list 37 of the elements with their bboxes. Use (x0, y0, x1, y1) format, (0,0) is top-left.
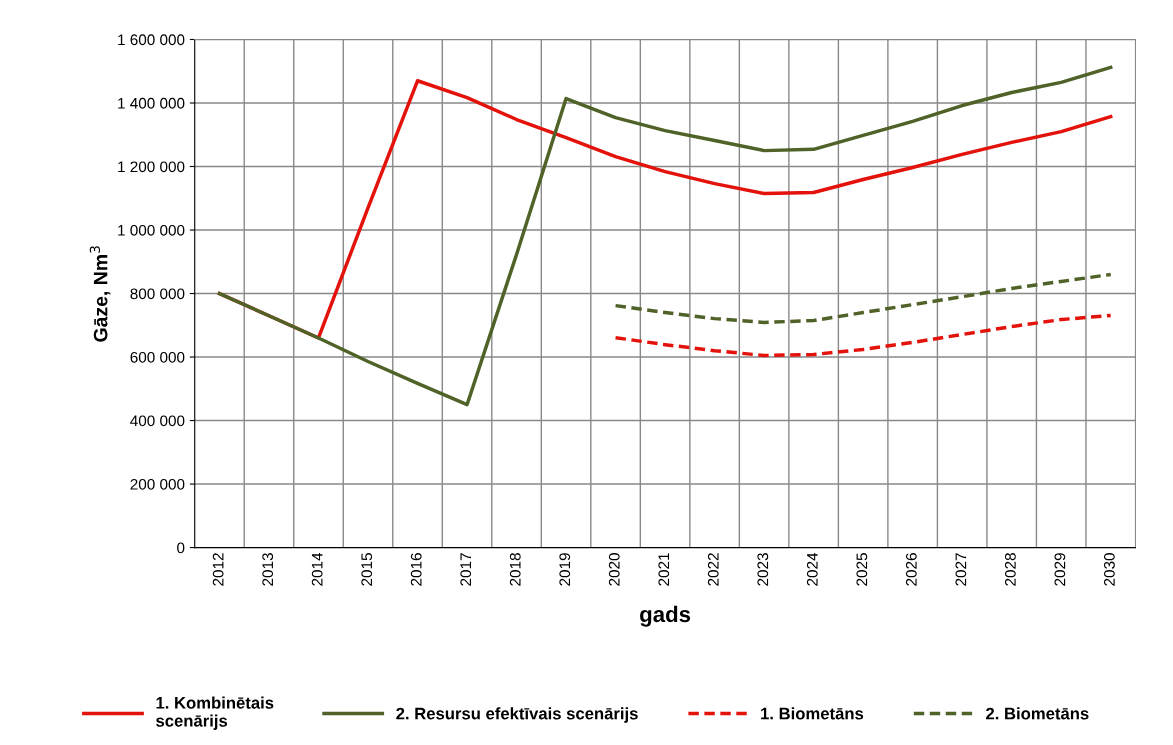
line-series (613, 313, 1113, 358)
x-tick-label: 2018 (509, 553, 521, 586)
legend-label: 2. Biometāns (986, 707, 1089, 720)
y-tick-label: 600 000 (130, 351, 185, 363)
x-tick-label: 2016 (410, 553, 422, 586)
x-tick-label: 2030 (1103, 553, 1115, 586)
x-tick-label: 2014 (311, 552, 323, 586)
y-tick-label: 1 200 000 (118, 161, 185, 173)
legend-label: 1. Biometāns (761, 707, 864, 720)
x-tick-label: 2025 (856, 553, 868, 586)
x-tick-label: 2017 (460, 553, 472, 586)
x-tick-label: 2021 (658, 553, 670, 586)
x-tick-label: 2020 (608, 553, 620, 586)
x-tick-label: 2023 (757, 553, 769, 586)
x-tick-label: 2029 (1054, 553, 1066, 586)
y-tick-label: 800 000 (130, 288, 185, 300)
y-tick-label: 1 400 000 (118, 97, 185, 109)
x-axis-title: gads (640, 605, 691, 627)
y-tick-label: 0 (177, 542, 185, 554)
x-tick-label: 2026 (905, 553, 917, 586)
x-tick-label: 2022 (707, 553, 719, 586)
y-tick-label: 1 600 000 (118, 34, 185, 46)
y-tick-label: 1 000 000 (118, 224, 185, 236)
x-tick-label: 2019 (559, 553, 571, 586)
y-tick-label: 200 000 (130, 478, 185, 490)
x-tick-label: 2027 (955, 553, 967, 586)
x-tick-label: 2012 (212, 553, 224, 586)
x-tick-label: 2013 (262, 553, 274, 586)
legend-label: 1. Kombinētais scenārijs (156, 696, 274, 730)
legend-label: 2. Resursu efektīvais scenārijs (396, 707, 638, 723)
y-axis-title: Gāze, Nm$^{3}$ (89, 246, 111, 342)
x-tick-label: 2028 (1004, 553, 1016, 586)
x-tick-label: 2024 (806, 552, 818, 586)
line-series (613, 272, 1113, 325)
x-tick-label: 2015 (361, 553, 373, 586)
y-tick-label: 400 000 (130, 415, 185, 427)
line-series (217, 65, 1113, 407)
